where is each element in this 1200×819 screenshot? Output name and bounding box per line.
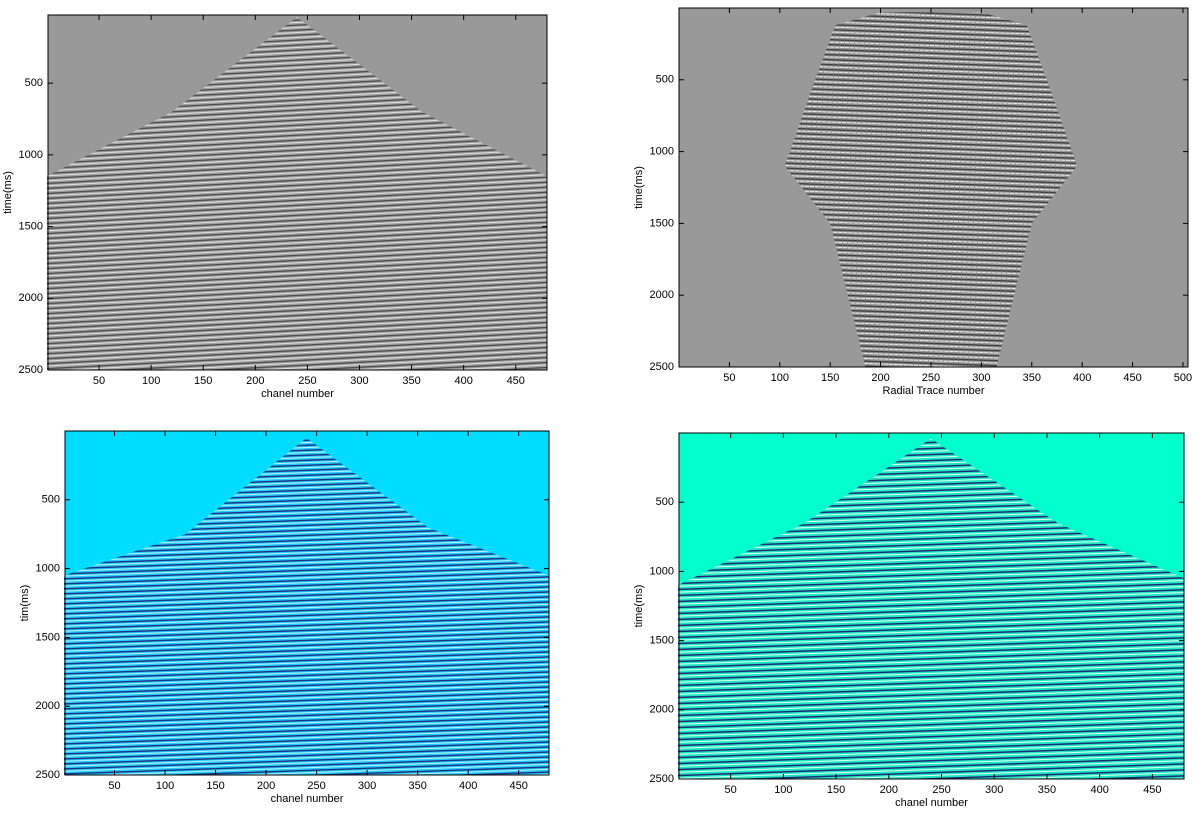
x-tick-label: 100: [771, 372, 789, 384]
x-tick-label: 300: [985, 784, 1003, 796]
y-tick-label: 2500: [19, 364, 43, 376]
y-tick-label: 2000: [650, 704, 674, 716]
x-tick-label: 250: [298, 375, 316, 387]
x-tick-label: 350: [402, 375, 420, 387]
y-tick-label: 500: [656, 74, 674, 86]
x-tick-label: 200: [257, 780, 275, 792]
x-axis-label: chanel number: [271, 793, 344, 805]
y-tick-label: 1000: [19, 149, 43, 161]
x-tick-label: 300: [350, 375, 368, 387]
x-axis-label: Radial Trace number: [882, 385, 984, 397]
y-axis-label: time(ms): [2, 171, 14, 214]
wavefield: [677, 438, 1184, 779]
plot-frame: [47, 14, 548, 371]
x-tick-label: 400: [1073, 372, 1091, 384]
x-tick-label: 100: [774, 784, 792, 796]
y-tick-label: 2000: [36, 700, 60, 712]
y-tick-label: 1500: [36, 631, 60, 643]
x-axis-label: chanel number: [895, 797, 968, 809]
y-tick-label: 500: [25, 77, 43, 89]
x-tick-label: 450: [507, 375, 525, 387]
x-tick-label: 250: [932, 784, 950, 796]
y-axis-label: time(ms): [633, 166, 645, 209]
x-tick-label: 100: [142, 375, 160, 387]
y-tick-label: 2000: [19, 292, 43, 304]
x-tick-label: 150: [827, 784, 845, 796]
x-tick-label: 400: [454, 375, 472, 387]
x-tick-label: 350: [1023, 372, 1041, 384]
x-tick-label: 50: [723, 372, 735, 384]
y-tick-label: 1500: [650, 217, 674, 229]
y-tick-label: 1000: [650, 565, 674, 577]
plot-frame: [678, 7, 1189, 368]
x-tick-label: 150: [194, 375, 212, 387]
y-tick-label: 500: [656, 496, 674, 508]
y-tick-label: 1500: [650, 635, 674, 647]
x-tick-label: 50: [725, 784, 737, 796]
x-tick-label: 450: [1123, 372, 1141, 384]
y-tick-label: 1000: [650, 146, 674, 158]
y-tick-label: 500: [42, 494, 60, 506]
x-tick-label: 450: [510, 780, 528, 792]
x-tick-label: 350: [1038, 784, 1056, 796]
x-tick-label: 500: [1174, 372, 1192, 384]
plot-frame: [678, 432, 1185, 780]
x-tick-label: 150: [821, 372, 839, 384]
y-tick-label: 1500: [19, 220, 43, 232]
x-tick-label: 350: [408, 780, 426, 792]
x-tick-label: 250: [922, 372, 940, 384]
y-axis-label: time(ms): [633, 585, 645, 628]
wavefield: [63, 437, 549, 775]
x-tick-label: 450: [1143, 784, 1161, 796]
x-tick-label: 100: [156, 780, 174, 792]
x-tick-label: 250: [307, 780, 325, 792]
x-tick-label: 300: [972, 372, 990, 384]
y-tick-label: 2000: [650, 289, 674, 301]
x-tick-label: 50: [108, 780, 120, 792]
x-tick-label: 200: [871, 372, 889, 384]
x-tick-label: 300: [358, 780, 376, 792]
x-tick-label: 400: [459, 780, 477, 792]
plot-frame: [64, 430, 550, 776]
y-tick-label: 2500: [650, 773, 674, 785]
x-tick-label: 50: [93, 375, 105, 387]
y-tick-label: 2500: [36, 769, 60, 781]
x-tick-label: 200: [880, 784, 898, 796]
y-axis-label: tim(ms): [19, 585, 31, 622]
x-tick-label: 150: [206, 780, 224, 792]
x-tick-label: 200: [246, 375, 264, 387]
y-tick-label: 2500: [650, 361, 674, 373]
wavefield: [46, 17, 547, 370]
x-tick-label: 400: [1090, 784, 1108, 796]
x-axis-label: chanel number: [261, 388, 334, 400]
y-tick-label: 1000: [36, 563, 60, 575]
wavefield: [784, 12, 1078, 367]
